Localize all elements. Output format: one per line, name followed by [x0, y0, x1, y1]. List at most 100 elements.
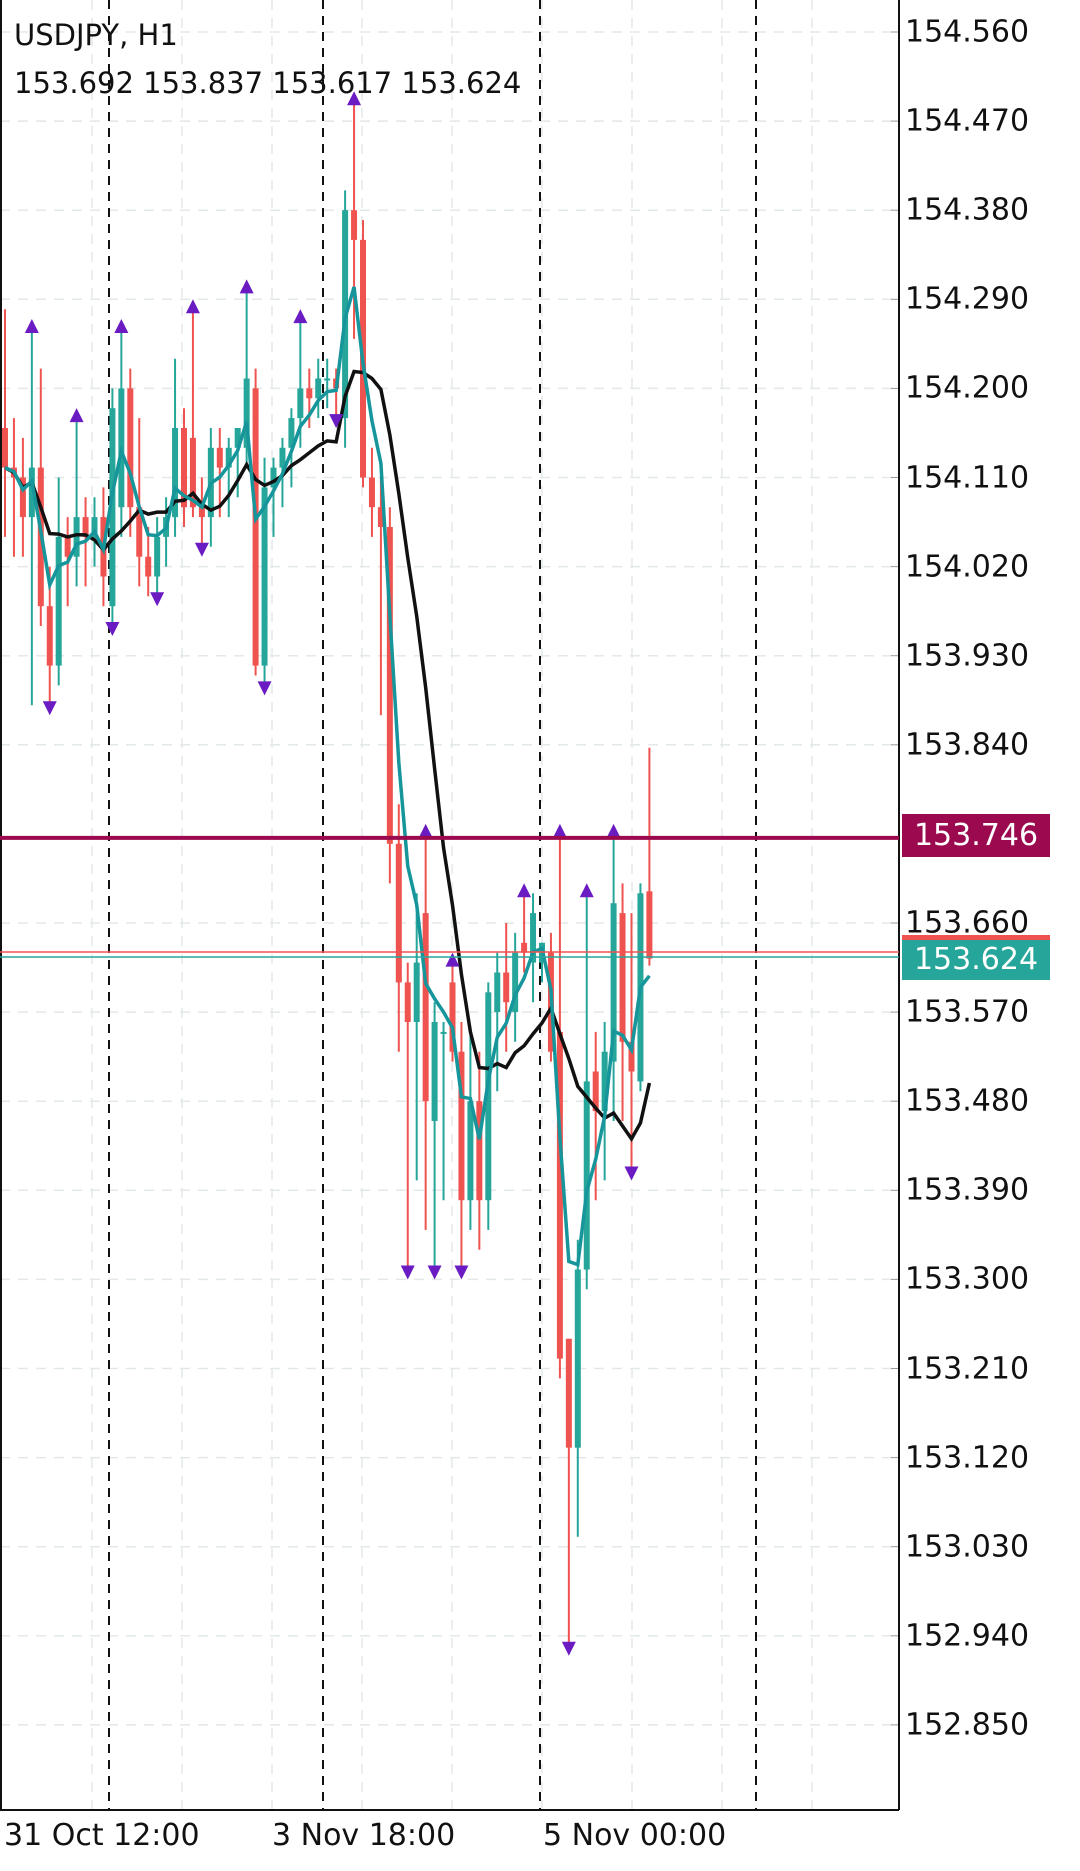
candle-body: [2, 428, 8, 468]
price-tick-label: 153.300: [905, 1261, 1030, 1297]
candle-body: [279, 447, 286, 468]
candle-body: [413, 962, 420, 1022]
candle-body: [431, 1022, 438, 1121]
fractal-down-arrow-icon: [561, 1641, 576, 1656]
time-label: 5 Nov 00:00: [543, 1818, 727, 1853]
candle-body: [467, 1101, 474, 1201]
candle-body: [574, 1269, 581, 1448]
bid-price-label: 153.624: [902, 935, 1050, 980]
candle-body: [136, 507, 143, 557]
fractal-up-arrow-icon: [24, 319, 39, 333]
price-tick-label: 153.570: [905, 994, 1030, 1030]
candle-body: [386, 527, 393, 844]
price-tick-label: 154.470: [905, 103, 1030, 139]
fractal-down-arrow-icon: [624, 1166, 639, 1181]
candle-body: [73, 517, 80, 557]
candle-body: [55, 536, 62, 666]
price-tick-label: 152.940: [905, 1618, 1030, 1654]
candle-body: [64, 536, 71, 557]
price-tick-label: 154.110: [905, 460, 1030, 495]
candle-body: [315, 378, 322, 399]
candle-body: [216, 447, 223, 468]
price-tick-label: 153.030: [905, 1529, 1030, 1565]
candle-body: [377, 507, 384, 527]
candle-body: [270, 467, 277, 488]
candle-body: [530, 913, 537, 963]
price-tick-label: 154.290: [905, 281, 1030, 317]
candle-body: [225, 447, 232, 468]
fractal-up-arrow-icon: [445, 952, 460, 967]
time-label: 3 Nov 18:00: [272, 1818, 456, 1853]
fractal-up-arrow-icon: [517, 883, 532, 898]
fractal-down-arrow-icon: [427, 1265, 442, 1280]
candle-body: [458, 1051, 465, 1201]
candle-body: [82, 517, 89, 537]
fractal-down-arrow-icon: [329, 414, 344, 429]
price-tick-label: 153.390: [905, 1172, 1030, 1208]
candle-body: [261, 487, 268, 666]
candle-body: [189, 437, 196, 508]
price-tick-label: 153.210: [905, 1351, 1030, 1386]
candle-body: [521, 942, 528, 953]
time-label: 31 Oct 12:00: [4, 1818, 200, 1853]
moving-average-slow: [4, 369, 652, 1143]
candle-body: [646, 891, 653, 959]
candle-body: [19, 477, 26, 518]
candle-body: [592, 1071, 599, 1112]
price-tick-label: 153.840: [905, 727, 1030, 763]
fractal-down-arrow-icon: [42, 701, 57, 716]
fractal-up-arrow-icon: [114, 319, 129, 333]
candle-body: [198, 507, 205, 518]
candle-body: [46, 606, 53, 666]
price-tick-label: 153.930: [905, 638, 1030, 674]
symbol-timeframe: USDJPY, H1: [14, 18, 178, 52]
candle-body: [404, 982, 411, 1022]
candle-body: [628, 1041, 635, 1072]
fractal-up-arrow-icon: [185, 299, 200, 314]
ohlc-readout: 153.692 153.837 153.617 153.624: [14, 66, 522, 100]
price-tick-label: 153.480: [905, 1083, 1030, 1119]
candle-body: [181, 428, 187, 508]
candle-body: [109, 408, 116, 607]
fractal-up-arrow-icon: [347, 91, 362, 106]
fractal-down-arrow-icon: [400, 1265, 415, 1280]
fractal-up-arrow-icon: [69, 408, 84, 423]
price-tick-label: 153.660: [905, 905, 1030, 941]
price-tick-label: 154.020: [905, 549, 1030, 585]
fractal-up-arrow-icon: [418, 823, 433, 838]
candle-body: [172, 428, 179, 518]
fractal-down-arrow-icon: [105, 622, 120, 636]
fractal-up-arrow-icon: [293, 309, 308, 324]
candle-body: [28, 467, 35, 518]
fractal-down-arrow-icon: [257, 681, 272, 696]
candle-body: [610, 903, 617, 1062]
fractal-up-arrow-icon: [606, 823, 621, 838]
candle-body: [288, 418, 295, 448]
candle-body: [565, 1338, 572, 1448]
candle-body: [324, 378, 331, 381]
candle-body: [395, 843, 402, 983]
candle-body: [476, 1101, 483, 1201]
candle-body: [297, 388, 304, 419]
price-tick-label: 154.200: [905, 370, 1030, 406]
candle-body: [449, 982, 456, 1052]
candle-body: [440, 1031, 447, 1034]
level-price-label: 153.746: [902, 814, 1050, 857]
moving-average-fast: [4, 286, 651, 1268]
price-tick-label: 153.120: [905, 1440, 1030, 1476]
fractal-up-arrow-icon: [579, 883, 594, 898]
candle-body: [351, 210, 358, 240]
candle-body: [127, 388, 134, 508]
candle-body: [494, 972, 501, 1013]
fractal-up-arrow-icon: [552, 823, 567, 838]
price-tick-label: 154.560: [905, 14, 1030, 50]
candle-body: [512, 952, 519, 1013]
candle-body: [252, 388, 259, 666]
candle-body: [503, 972, 510, 1003]
candle-body: [619, 913, 626, 1042]
candle-body: [601, 1051, 608, 1112]
fractal-up-arrow-icon: [239, 279, 254, 294]
candle-body: [485, 992, 492, 1201]
fractal-down-arrow-icon: [150, 592, 165, 607]
